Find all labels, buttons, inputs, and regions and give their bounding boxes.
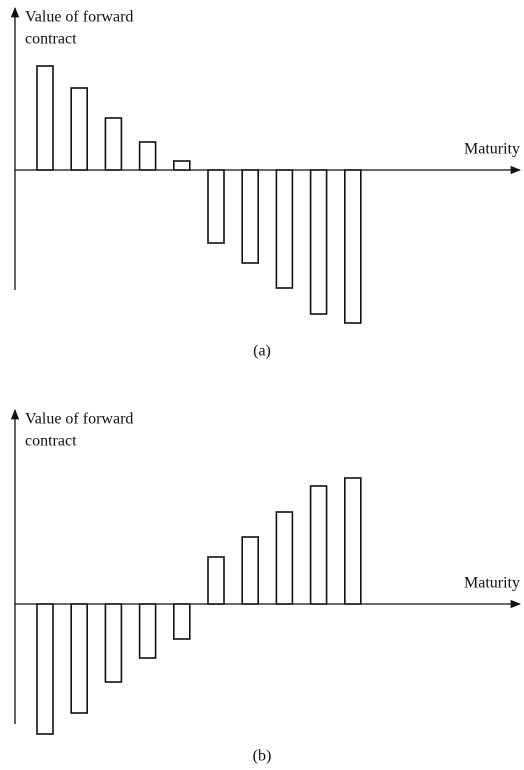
bar [36,603,54,735]
x-axis-label: Maturity [464,575,520,592]
bar [241,536,259,605]
bar [36,65,54,171]
bar [138,141,157,171]
bar [173,160,191,171]
bar [241,169,259,264]
y-axis-label: Value of forward [25,411,133,428]
bar [173,603,191,640]
bar [309,485,328,605]
bar [104,117,123,171]
bar [70,87,88,171]
bar [207,556,225,605]
caption: (a) [253,343,271,360]
bar [138,603,157,659]
bar [275,511,294,605]
bar [275,169,294,289]
bar [104,603,123,683]
y-axis-label: contract [25,31,77,48]
bar [207,169,225,244]
bar [70,603,88,714]
x-axis-label: Maturity [464,141,520,158]
bar [343,477,362,605]
bar [309,169,328,315]
y-axis-label: Value of forward [25,9,133,26]
bar [343,169,362,324]
y-axis-label: contract [25,433,77,450]
caption: (b) [253,748,272,765]
